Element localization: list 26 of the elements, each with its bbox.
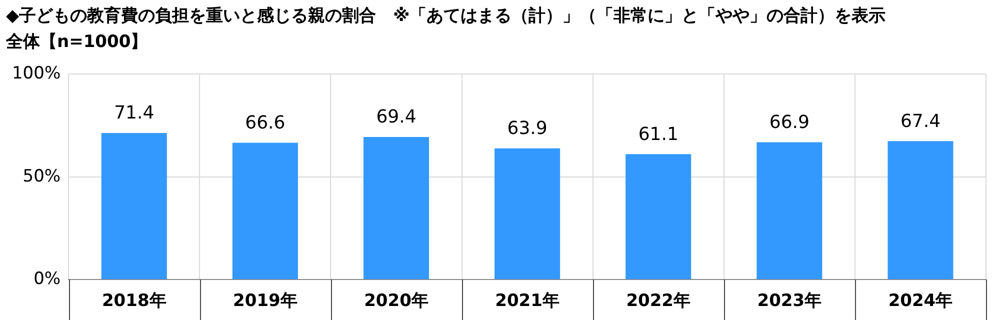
x-tick-label: 2022年 — [626, 291, 691, 312]
data-label: 66.9 — [769, 112, 810, 133]
y-tick-label: 0% — [34, 269, 61, 290]
data-label: 61.1 — [638, 124, 678, 145]
x-tick-label: 2018年 — [102, 291, 166, 312]
data-label: 66.6 — [245, 112, 286, 134]
x-tick-label: 2021年 — [495, 291, 560, 312]
bar — [888, 141, 954, 280]
x-tick-label: 2023年 — [757, 291, 822, 312]
x-tick-label: 2020年 — [364, 291, 428, 312]
bar — [494, 148, 560, 280]
bar — [101, 132, 167, 280]
y-tick-label: 50% — [22, 166, 61, 186]
x-tick-label: 2024年 — [888, 291, 953, 312]
chart-subtitle: 全体【n=1000】 — [6, 31, 148, 53]
x-tick-label: 2019年 — [233, 291, 298, 312]
y-tick-label: 100% — [12, 64, 61, 84]
data-label: 63.9 — [507, 118, 548, 140]
bar — [756, 142, 822, 280]
chart-title: ◆子どもの教育費の負担を重いと感じる親の割合 ※「あてはまる（計）」（「非常に」と「やや」の合計）を表示 — [6, 5, 886, 27]
bar — [363, 137, 430, 280]
bar — [626, 154, 692, 280]
data-label: 69.4 — [376, 106, 416, 128]
data-label: 71.4 — [114, 102, 154, 124]
bar — [232, 142, 298, 280]
data-label: 67.4 — [900, 110, 941, 132]
